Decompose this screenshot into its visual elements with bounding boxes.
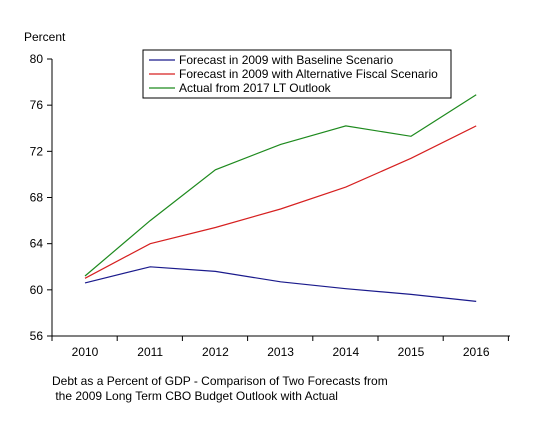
axes: 56 60 64 68 72 76 80 2010 2011 2012 2013 2014 2015 20… — [30, 52, 510, 359]
x-tick-label: 2014 — [332, 345, 359, 359]
x-tick-label: 2015 — [398, 345, 425, 359]
x-tick-label: 2010 — [72, 345, 99, 359]
chart-caption: Debt as a Percent of GDP - Comparison of… — [52, 374, 388, 404]
legend-label: Forecast in 2009 with Alternative Fiscal… — [179, 67, 438, 81]
caption-line-2: the 2009 Long Term CBO Budget Outlook wi… — [52, 389, 338, 403]
x-tick-label: 2012 — [202, 345, 229, 359]
series-line-3 — [84, 94, 477, 277]
y-axis-title: Percent — [24, 30, 66, 44]
legend: Forecast in 2009 with Baseline ScenarioF… — [142, 49, 452, 99]
x-tick-label: 2016 — [463, 345, 490, 359]
series-lines — [84, 94, 477, 302]
y-tick-label: 68 — [30, 191, 44, 205]
x-tick-label: 2013 — [267, 345, 294, 359]
legend-box — [142, 49, 452, 99]
y-tick-label: 76 — [30, 98, 44, 112]
y-tick-label: 56 — [30, 329, 44, 343]
y-tick-label: 72 — [30, 144, 44, 158]
legend-label: Actual from 2017 LT Outlook — [179, 81, 332, 95]
x-tick-label: 2011 — [137, 345, 163, 359]
caption-line-1: Debt as a Percent of GDP - Comparison of… — [52, 374, 388, 388]
y-tick-label: 60 — [30, 283, 44, 297]
legend-label: Forecast in 2009 with Baseline Scenario — [179, 53, 393, 67]
series-line-1 — [84, 266, 477, 302]
y-tick-label: 64 — [30, 237, 44, 251]
series-line-2 — [84, 125, 477, 279]
y-tick-label: 80 — [30, 52, 44, 66]
